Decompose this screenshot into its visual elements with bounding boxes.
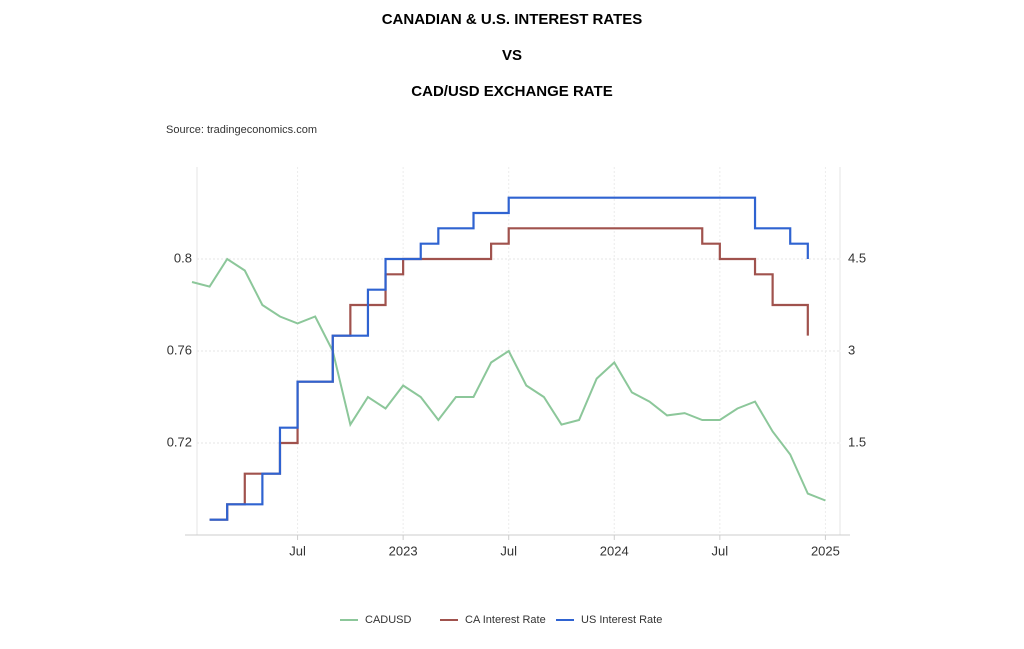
y-tick-label: 0.72 [167,434,192,449]
source-note: Source: tradingeconomics.com [166,124,317,136]
y2-tick-label: 1.5 [848,434,866,449]
x-tick-label: 2024 [600,543,629,558]
chart-title: CAD/USD EXCHANGE RATE [411,83,612,100]
y2-tick-label: 3 [848,342,855,357]
y-tick-label: 0.76 [167,342,192,357]
series-line [191,257,826,502]
legend-label: CADUSD [365,614,412,626]
x-tick-label: 2025 [811,543,840,558]
series-line [209,196,809,521]
y2-tick-label: 4.5 [848,250,866,265]
chart-title: VS [502,47,522,64]
legend-label: US Interest Rate [581,614,662,626]
legend-label: CA Interest Rate [465,614,546,626]
x-tick-label: Jul [712,543,729,558]
chart-title: CANADIAN & U.S. INTEREST RATES [382,11,643,28]
x-tick-label: Jul [500,543,517,558]
x-tick-label: Jul [289,543,306,558]
x-tick-label: 2023 [389,543,418,558]
y-tick-label: 0.8 [174,250,192,265]
